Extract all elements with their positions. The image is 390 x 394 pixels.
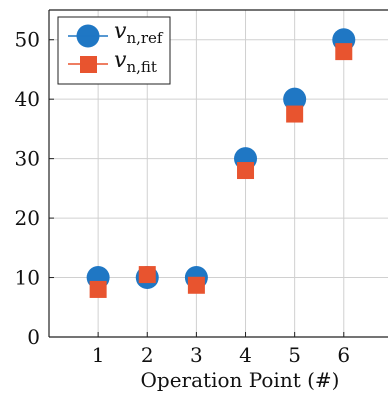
x-tick-label: 3 [190,343,203,367]
legend-entry-fit: vn,fit [68,48,157,76]
fit-point [187,276,205,294]
ref-point [283,87,307,111]
y-tick-label: 10 [15,266,40,290]
fit-point [286,105,304,123]
legend-label-ref-main: v [114,19,127,44]
x-tick-label: 4 [239,343,252,367]
x-tick-label: 6 [337,343,350,367]
legend-box [57,16,171,85]
fit-point [237,162,255,180]
x-tick-label: 1 [92,343,105,367]
y-tick-label: 20 [15,206,40,230]
fit-point [335,43,353,61]
y-tick-label: 30 [15,147,40,171]
legend-label-ref-sub: n,ref [126,29,163,47]
legend-entry-ref: vn,ref [68,19,164,48]
legend-label-ref: vn,ref [114,19,164,47]
tick-labels: 1 2 3 4 5 6 0 10 20 30 40 50 [15,28,351,367]
legend-label-fit-main: v [114,48,127,73]
x-axis-label: Operation Point (#) [141,368,340,392]
y-tick-label: 50 [15,28,40,52]
legend-label-fit-sub: n,fit [126,58,156,76]
y-tick-label: 40 [15,87,40,111]
fit-point [89,280,107,298]
y-tick-label: 0 [27,325,40,349]
axes [48,9,388,338]
legend: vn,ref vn,fit [57,16,171,85]
data-points [86,28,356,298]
x-tick-label: 2 [141,343,154,367]
x-tick-label: 5 [288,343,301,367]
legend-label-fit: vn,fit [114,48,157,76]
fit-point [138,266,156,284]
